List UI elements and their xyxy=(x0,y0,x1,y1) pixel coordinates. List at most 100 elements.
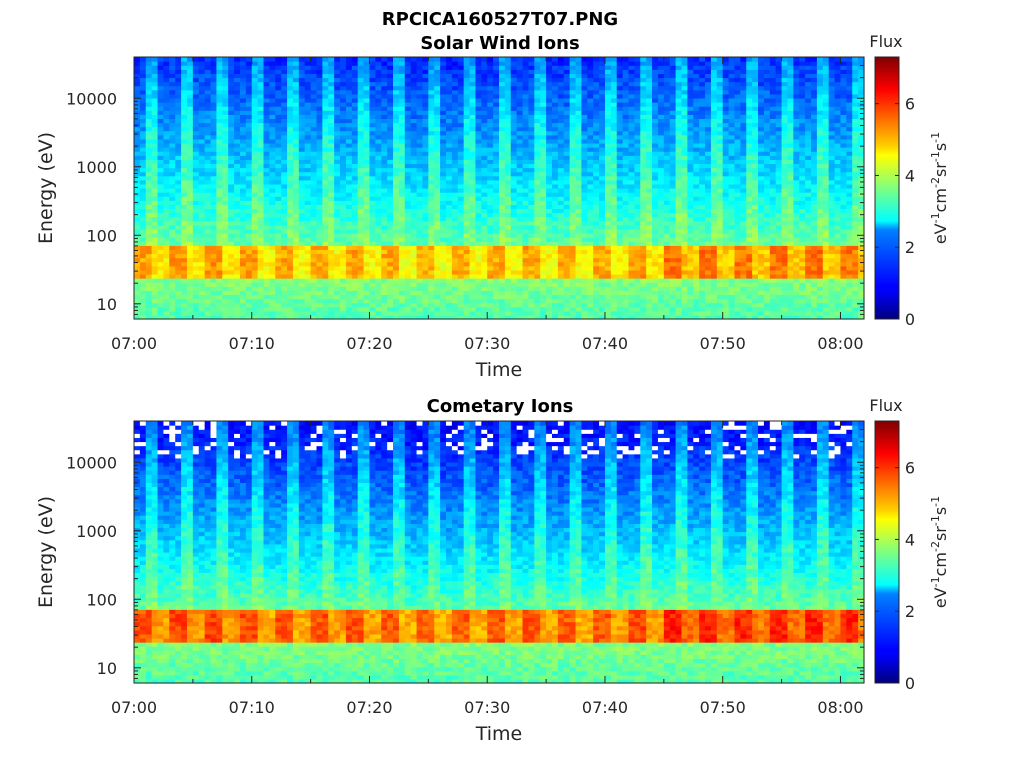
heatmap-cell xyxy=(499,134,506,140)
heatmap-cell xyxy=(192,286,200,291)
heatmap-cell xyxy=(328,85,335,91)
heatmap-cell xyxy=(357,65,365,70)
heatmap-cell xyxy=(446,81,453,87)
heatmap-cell xyxy=(134,110,141,115)
heatmap-cell xyxy=(175,175,182,181)
heatmap-cell xyxy=(487,175,494,181)
heatmap-cell xyxy=(145,179,153,185)
heatmap-cell xyxy=(563,196,571,201)
heatmap-cell xyxy=(334,106,341,111)
heatmap-cell xyxy=(269,142,276,148)
heatmap-cell xyxy=(204,134,212,140)
heatmap-cell xyxy=(340,93,347,99)
heatmap-cell xyxy=(316,77,323,83)
heatmap-cell xyxy=(210,294,218,300)
heatmap-cell xyxy=(304,171,312,177)
heatmap-cell xyxy=(322,118,329,124)
heatmap-cell xyxy=(581,97,588,103)
heatmap-cell xyxy=(387,302,394,308)
heatmap-cell xyxy=(422,257,429,263)
heatmap-cell xyxy=(198,179,206,185)
heatmap-cell xyxy=(398,57,406,62)
heatmap-cell xyxy=(410,138,418,144)
heatmap-cell xyxy=(546,118,553,124)
heatmap-cell xyxy=(434,159,441,165)
heatmap-cell xyxy=(322,142,329,148)
heatmap-cell xyxy=(393,310,400,316)
heatmap-cell xyxy=(375,204,382,210)
heatmap-cell xyxy=(510,282,518,287)
heatmap-cell xyxy=(581,171,588,177)
heatmap-cell xyxy=(381,167,388,173)
heatmap-cell xyxy=(204,126,212,132)
heatmap-cell xyxy=(381,147,388,152)
heatmap-cell xyxy=(540,298,547,304)
heatmap-cell xyxy=(375,245,382,250)
heatmap-cell xyxy=(328,93,335,99)
heatmap-cell xyxy=(186,179,194,185)
heatmap-cell xyxy=(186,253,194,259)
heatmap-cell xyxy=(310,102,318,107)
heatmap-cell xyxy=(381,310,388,316)
heatmap-cell xyxy=(416,151,424,156)
heatmap-cell xyxy=(310,134,318,140)
heatmap-cell xyxy=(446,155,453,160)
heatmap-cell xyxy=(316,65,323,70)
heatmap-cell xyxy=(404,89,412,95)
heatmap-cell xyxy=(363,261,371,267)
heatmap-cell xyxy=(351,204,359,210)
heatmap-cell xyxy=(257,179,265,185)
heatmap-cell xyxy=(381,159,388,165)
heatmap-cell xyxy=(204,102,212,107)
heatmap-cell xyxy=(528,89,535,95)
heatmap-cell xyxy=(499,290,506,296)
heatmap-cell xyxy=(245,167,253,173)
heatmap-cell xyxy=(287,282,294,287)
heatmap-cell xyxy=(534,73,541,79)
heatmap-cell xyxy=(434,102,441,107)
heatmap-cell xyxy=(422,302,429,308)
heatmap-cell xyxy=(169,286,176,291)
heatmap-cell xyxy=(245,228,253,234)
heatmap-cell xyxy=(281,200,288,205)
heatmap-cell xyxy=(304,93,312,99)
heatmap-cell xyxy=(245,134,253,140)
heatmap-cell xyxy=(234,224,241,230)
heatmap-cell xyxy=(228,188,235,193)
heatmap-cell xyxy=(234,77,241,83)
heatmap-cell xyxy=(263,159,271,165)
heatmap-cell xyxy=(204,233,212,238)
heatmap-cell xyxy=(163,310,170,316)
heatmap-cell xyxy=(575,171,583,177)
heatmap-cell xyxy=(245,118,253,124)
heatmap-cell xyxy=(198,237,206,242)
heatmap-cell xyxy=(463,294,471,300)
heatmap-cell xyxy=(298,278,306,283)
heatmap-cell xyxy=(493,102,500,107)
heatmap-cell xyxy=(181,216,188,222)
heatmap-cell xyxy=(504,155,512,160)
heatmap-cell xyxy=(198,57,206,62)
heatmap-cell xyxy=(446,282,453,287)
heatmap-cell xyxy=(257,241,265,246)
heatmap-cell xyxy=(275,241,282,246)
heatmap-cell xyxy=(540,159,547,165)
heatmap-cell xyxy=(210,253,218,259)
heatmap-cell xyxy=(428,278,435,283)
heatmap-cell xyxy=(563,265,571,271)
heatmap-cell xyxy=(298,126,306,132)
heatmap-cell xyxy=(375,265,382,271)
heatmap-cell xyxy=(510,151,518,156)
heatmap-cell xyxy=(269,97,276,103)
heatmap-cell xyxy=(534,93,541,99)
heatmap-cell xyxy=(398,142,406,148)
heatmap-cell xyxy=(192,134,200,140)
heatmap-cell xyxy=(463,204,471,210)
heatmap-cell xyxy=(381,212,388,218)
heatmap-cell xyxy=(198,220,206,226)
heatmap-cell xyxy=(334,224,341,230)
heatmap-cell xyxy=(175,134,182,140)
heatmap-cell xyxy=(216,159,223,165)
heatmap-cell xyxy=(440,290,447,296)
heatmap-cell xyxy=(316,220,323,226)
